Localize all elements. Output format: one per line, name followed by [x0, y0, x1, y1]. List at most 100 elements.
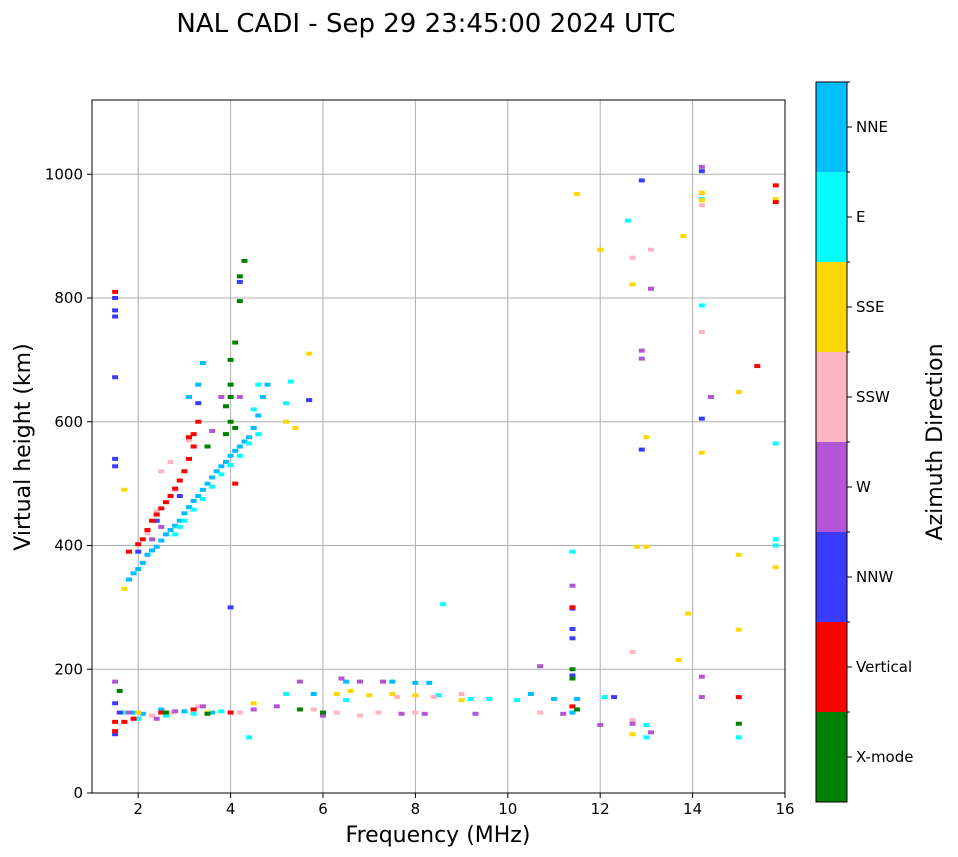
- point-nne: [232, 448, 239, 453]
- point-nnw: [569, 627, 576, 632]
- y-tick-label: 600: [54, 413, 83, 431]
- colorbar-segment-ssw: [816, 352, 847, 442]
- point-w: [537, 664, 544, 669]
- point-sse: [735, 390, 742, 395]
- point-nne: [130, 571, 137, 576]
- point-w: [250, 707, 257, 712]
- point-nne: [310, 692, 317, 696]
- colorbar-tick-label: SSE: [856, 298, 885, 316]
- point-nnw: [112, 308, 119, 313]
- point-e: [643, 722, 650, 727]
- point-nne: [153, 544, 160, 549]
- point-nnw: [112, 375, 119, 380]
- colorbar-tick-label: X-mode: [856, 748, 913, 766]
- point-vertical: [227, 710, 234, 715]
- plot-frame: [91, 99, 786, 794]
- point-nnw: [698, 416, 705, 421]
- point-nnw: [135, 549, 142, 554]
- point-nne: [176, 518, 183, 523]
- colorbar-segment-e: [816, 172, 847, 262]
- point-nne: [255, 413, 262, 418]
- point-e: [190, 711, 197, 716]
- point-x-mode: [241, 258, 248, 263]
- point-nne: [139, 560, 146, 565]
- point-nne: [389, 679, 396, 684]
- point-sse: [698, 198, 705, 203]
- point-ssw: [412, 710, 419, 715]
- point-nne: [135, 567, 142, 572]
- point-e: [624, 218, 631, 223]
- colorbar-segment-w: [816, 442, 847, 532]
- point-nne: [209, 475, 216, 480]
- point-nnw: [236, 279, 243, 284]
- point-sse: [333, 692, 340, 696]
- point-e: [698, 303, 705, 308]
- point-sse: [121, 586, 128, 591]
- point-vertical: [112, 289, 119, 294]
- point-nne: [199, 487, 206, 492]
- point-x-mode: [236, 274, 243, 279]
- x-tick-label: 8: [411, 800, 421, 818]
- point-e: [162, 713, 169, 718]
- y-tick-label: 1000: [45, 165, 83, 183]
- point-sse: [629, 732, 636, 737]
- point-vertical: [121, 719, 128, 724]
- point-x-mode: [204, 711, 211, 716]
- point-sse: [772, 197, 779, 201]
- point-e: [218, 709, 225, 714]
- data-points: [112, 164, 779, 740]
- point-ssw: [393, 695, 400, 700]
- point-ssw: [698, 203, 705, 208]
- point-x-mode: [227, 419, 234, 424]
- point-x-mode: [222, 432, 229, 437]
- y-tick-label: 0: [73, 784, 83, 802]
- point-nnw: [112, 456, 119, 461]
- point-e: [569, 549, 576, 554]
- colorbar-tick-label: NNW: [856, 568, 893, 586]
- point-e: [172, 532, 179, 537]
- point-e: [772, 537, 779, 542]
- point-e: [467, 696, 474, 701]
- point-sse: [597, 247, 604, 252]
- point-x-mode: [320, 710, 326, 715]
- point-nne: [209, 710, 216, 715]
- point-w: [398, 711, 405, 716]
- point-nne: [172, 523, 179, 528]
- point-e: [227, 463, 234, 468]
- point-vertical: [112, 719, 119, 724]
- colorbar-segment-vertical: [816, 622, 847, 712]
- grid-lines: [92, 100, 786, 794]
- point-w: [125, 710, 132, 715]
- point-e: [287, 379, 294, 384]
- point-e: [209, 484, 216, 489]
- point-ssw: [333, 710, 340, 715]
- point-w: [698, 164, 705, 169]
- point-w: [648, 286, 655, 291]
- point-e: [514, 698, 521, 703]
- point-vertical: [149, 518, 156, 523]
- point-vertical: [112, 729, 119, 734]
- point-ssw: [195, 704, 202, 709]
- point-w: [638, 348, 645, 353]
- point-ssw: [458, 692, 465, 696]
- point-sse: [458, 698, 465, 703]
- point-ssw: [149, 713, 156, 718]
- point-vertical: [190, 432, 197, 437]
- x-tick-label: 10: [498, 800, 517, 818]
- colorbar-tick-label: Vertical: [856, 658, 912, 676]
- point-w: [296, 679, 303, 684]
- point-w: [597, 722, 604, 727]
- point-vertical: [772, 200, 779, 205]
- point-nne: [569, 710, 576, 715]
- colorbar-tick-label: E: [856, 208, 865, 226]
- colorbar: X-mode Vertical NNW W SSW SSE E NNE: [815, 81, 913, 803]
- y-axis-label: Virtual height (km): [11, 343, 36, 550]
- point-e: [190, 507, 197, 512]
- point-vertical: [190, 707, 197, 712]
- point-vertical: [153, 512, 160, 517]
- point-nne: [158, 707, 165, 712]
- point-vertical: [176, 478, 183, 483]
- point-w: [320, 713, 326, 718]
- point-e: [601, 695, 608, 700]
- point-e: [772, 543, 779, 548]
